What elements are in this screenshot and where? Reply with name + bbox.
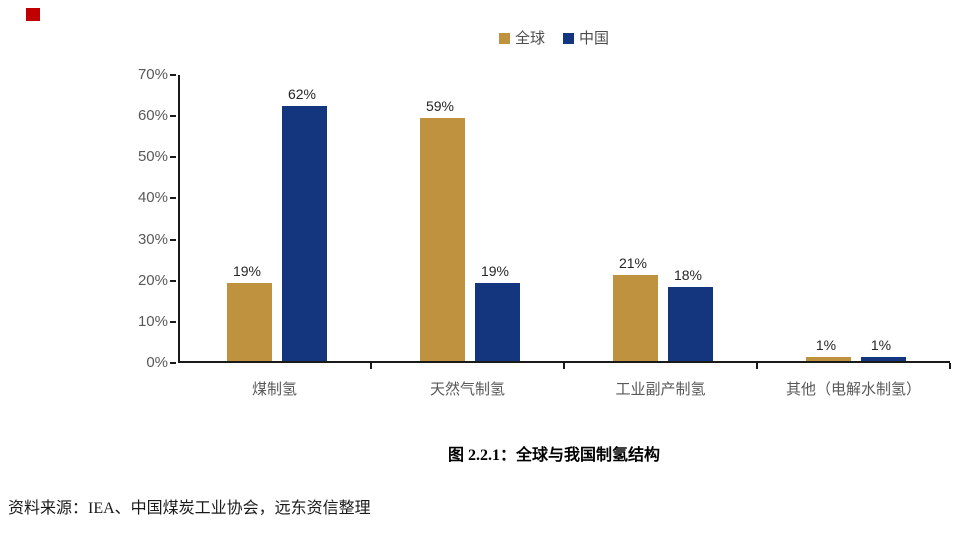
source-note: 资料来源：IEA、中国煤炭工业协会，远东资信整理 [8,500,371,517]
y-tick-mark [170,74,176,76]
bar-全球-1 [226,283,272,361]
legend-item-1: 全球 [498,29,545,47]
red-square-decoration [26,8,40,21]
plot-area [178,75,950,363]
legend-swatch-icon [563,32,574,44]
bar-全球-4 [805,357,851,361]
y-tick-label: 30% [137,230,168,248]
legend-item-2: 中国 [563,31,609,46]
chart-legend: 全球 中国 [178,27,930,49]
x-category-label: 煤制氢 [251,381,297,398]
x-category-label: 天然气制氢 [429,381,505,398]
bar-全球-2 [419,118,465,361]
bar-中国-2 [474,283,520,361]
y-tick-label: 60% [137,107,168,125]
y-tick-label: 10% [137,312,168,330]
bar-中国-3 [667,287,713,361]
bar-中国-1 [281,106,327,361]
bar-value-label: 19% [480,263,510,279]
bar-value-label: 1% [815,337,837,353]
x-tick-mark [563,363,565,369]
bar-value-label: 62% [287,86,317,102]
bar-value-label: 21% [618,255,648,271]
legend-label: 全球 [514,29,545,47]
x-tick-mark [949,363,951,369]
y-tick-mark [170,320,176,323]
bar-value-label: 1% [870,337,892,353]
legend-swatch-icon [498,32,510,44]
x-tick-mark [756,363,758,369]
x-tick-mark [370,363,372,369]
bar-value-label: 59% [425,98,455,114]
y-tick-mark [170,362,176,364]
y-tick-mark [170,238,176,241]
x-category-label: 其他（电解水制氢） [785,381,921,398]
bar-中国-4 [860,357,906,361]
y-tick-label: 20% [137,271,168,289]
bar-value-label: 19% [232,263,262,279]
y-tick-label: 70% [137,66,168,83]
bar-全球-3 [612,275,658,361]
x-category-label: 工业副产制氢 [615,381,706,398]
bar-value-label: 18% [673,267,703,283]
y-tick-label: 40% [137,189,168,207]
y-tick-label: 0% [146,354,168,371]
y-tick-mark [170,197,176,200]
y-tick-mark [170,156,176,159]
y-tick-label: 50% [137,148,168,166]
y-tick-mark [170,115,176,118]
figure-caption: 图 2.2.1：全球与我国制氢结构 [447,447,660,464]
legend-label: 中国 [579,29,610,47]
y-tick-mark [170,279,176,282]
